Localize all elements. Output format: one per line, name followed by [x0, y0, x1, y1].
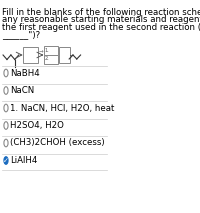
Bar — [23, 47, 38, 63]
Text: →: → — [39, 49, 43, 53]
Text: 1. NaCN, HCl, H2O, heat: 1. NaCN, HCl, H2O, heat — [10, 104, 114, 112]
Text: Fill in the blanks of the following reaction scheme using: Fill in the blanks of the following reac… — [2, 8, 200, 17]
Text: ______")?: ______")? — [2, 30, 40, 39]
Circle shape — [4, 157, 8, 164]
Text: H2SO4, H2O: H2SO4, H2O — [10, 121, 64, 130]
Text: (CH3)2CHOH (excess): (CH3)2CHOH (excess) — [10, 138, 104, 147]
Text: any reasonable starting materials and reagents. What is: any reasonable starting materials and re… — [2, 16, 200, 24]
Text: 2.: 2. — [45, 56, 50, 62]
Text: 1.: 1. — [45, 47, 50, 52]
Bar — [59, 47, 70, 63]
Text: NaCN: NaCN — [10, 86, 34, 95]
Bar — [44, 55, 58, 64]
Text: the first reagent used in the second reaction (i.e., "1.: the first reagent used in the second rea… — [2, 23, 200, 32]
Bar — [44, 46, 58, 55]
Text: NaBH4: NaBH4 — [10, 69, 40, 78]
Text: ✓: ✓ — [3, 157, 9, 164]
Text: LiAlH4: LiAlH4 — [10, 156, 37, 165]
Text: ·: · — [69, 50, 73, 63]
